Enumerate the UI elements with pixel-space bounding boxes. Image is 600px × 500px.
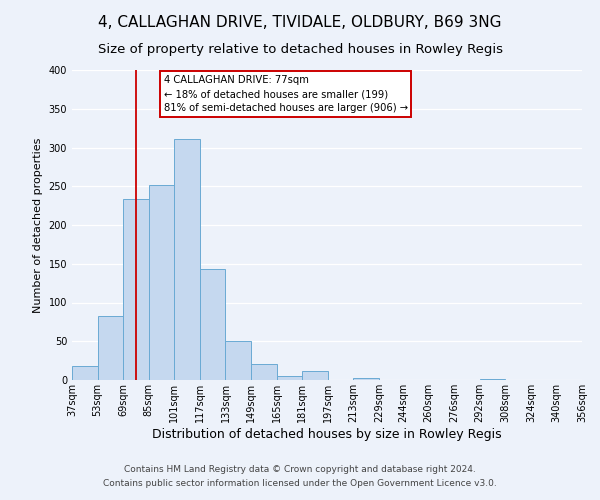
X-axis label: Distribution of detached houses by size in Rowley Regis: Distribution of detached houses by size … xyxy=(152,428,502,440)
Bar xyxy=(72,366,98,380)
Text: 4, CALLAGHAN DRIVE, TIVIDALE, OLDBURY, B69 3NG: 4, CALLAGHAN DRIVE, TIVIDALE, OLDBURY, B… xyxy=(98,15,502,30)
Bar xyxy=(98,316,123,380)
Bar xyxy=(353,378,379,380)
Bar xyxy=(277,376,302,380)
Bar xyxy=(302,372,328,380)
Bar xyxy=(479,379,505,380)
Bar xyxy=(149,186,175,380)
Text: Size of property relative to detached houses in Rowley Regis: Size of property relative to detached ho… xyxy=(97,42,503,56)
Bar xyxy=(175,139,200,380)
Text: Contains HM Land Registry data © Crown copyright and database right 2024.
Contai: Contains HM Land Registry data © Crown c… xyxy=(103,466,497,487)
Bar xyxy=(226,341,251,380)
Bar xyxy=(123,200,149,380)
Y-axis label: Number of detached properties: Number of detached properties xyxy=(33,138,43,312)
Bar xyxy=(251,364,277,380)
Bar xyxy=(200,269,226,380)
Text: 4 CALLAGHAN DRIVE: 77sqm
← 18% of detached houses are smaller (199)
81% of semi-: 4 CALLAGHAN DRIVE: 77sqm ← 18% of detach… xyxy=(164,74,408,114)
